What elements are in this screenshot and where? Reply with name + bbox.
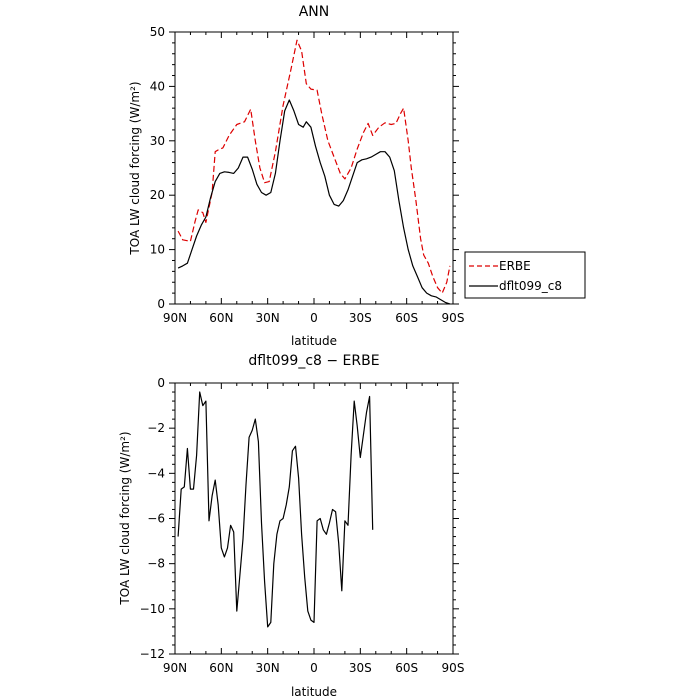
y-tick-label: 40	[150, 79, 165, 93]
y-tick-label: −2	[147, 421, 165, 435]
x-tick-label: 90N	[163, 661, 187, 675]
x-tick-label: 30N	[256, 661, 280, 675]
y-tick-label: −6	[147, 512, 165, 526]
series-line-erbe	[177, 39, 451, 294]
top-chart-legend: ERBE dflt099_c8	[464, 251, 586, 299]
x-tick-label: 60N	[209, 311, 233, 325]
bottom-chart: dflt099_c8 − ERBE 90N 60N 30N 0 30S 60S 90S 0 −2…	[118, 353, 464, 699]
y-tick-label: 30	[150, 134, 165, 148]
series-line-dflt099-c8	[177, 99, 451, 305]
y-tick-label: 0	[157, 297, 165, 311]
legend-label-dflt099-c8: dflt099_c8	[499, 279, 562, 293]
top-chart: ANN 90N 60N 30N 0 30S 60S 90S 0 10 20 30 40 50 latit…	[128, 4, 586, 348]
top-chart-title: ANN	[299, 4, 330, 20]
x-tick-label: 90S	[442, 311, 465, 325]
bottom-chart-x-axis-label: latitude	[291, 685, 337, 699]
x-tick-label: 60S	[395, 311, 418, 325]
x-tick-label: 90S	[442, 661, 465, 675]
bottom-chart-title: dflt099_c8 − ERBE	[248, 353, 379, 369]
series-line-difference	[177, 391, 374, 628]
x-tick-label: 90N	[163, 311, 187, 325]
bottom-chart-y-axis-label: TOA LW cloud forcing (W/m²)	[118, 431, 132, 605]
legend-label-erbe: ERBE	[499, 259, 531, 273]
x-tick-label: 0	[310, 661, 318, 675]
legend-box	[464, 251, 586, 299]
x-tick-label: 30S	[349, 661, 372, 675]
y-tick-label: −8	[147, 557, 165, 571]
y-tick-label: 10	[150, 243, 165, 257]
x-tick-label: 60S	[395, 661, 418, 675]
y-tick-label: −10	[140, 602, 165, 616]
y-tick-label: 20	[150, 188, 165, 202]
y-tick-label: 50	[150, 25, 165, 39]
x-tick-label: 0	[310, 311, 318, 325]
top-chart-y-axis-label: TOA LW cloud forcing (W/m²)	[128, 81, 142, 255]
top-chart-x-axis-label: latitude	[291, 334, 337, 348]
x-tick-label: 30N	[256, 311, 280, 325]
x-tick-label: 30S	[349, 311, 372, 325]
y-tick-label: −12	[140, 647, 165, 661]
x-tick-label: 60N	[209, 661, 233, 675]
y-tick-label: 0	[157, 376, 165, 390]
y-tick-label: −4	[147, 466, 165, 480]
